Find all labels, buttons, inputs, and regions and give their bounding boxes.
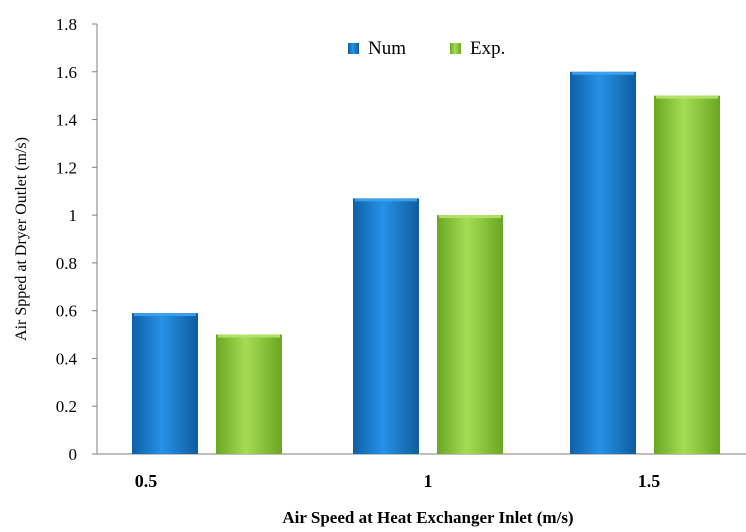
x-tick-label: 0.5 (135, 471, 158, 491)
y-tick-label: 1 (69, 206, 78, 225)
bar-top-highlight (134, 313, 196, 317)
bar-exp-1 (437, 215, 503, 454)
y-tick-label: 1.6 (56, 63, 77, 82)
legend-swatch-exp (450, 43, 461, 54)
x-axis-ticks: 0.5 1 1.5 (135, 471, 661, 491)
bar-exp-1.5 (654, 95, 720, 455)
x-tick-label: 1.5 (638, 471, 661, 491)
y-tick-label: 0.8 (56, 254, 77, 273)
bar-exp-0.5 (216, 334, 282, 454)
plot-area: 0 0.2 0.4 0.6 0.8 1 1.2 1.4 1.6 1.8 0.5 1 1.5 (56, 15, 746, 491)
bar-top-highlight (572, 71, 634, 75)
bar-num-1.5 (570, 71, 636, 455)
legend-swatch-num (348, 43, 359, 54)
bar-num-0.5 (132, 313, 198, 454)
bars (132, 71, 720, 455)
y-tick-label: 1.8 (56, 15, 77, 34)
y-axis-title: Air Spped at Dryer Outlet (m/s) (13, 137, 30, 341)
y-tick-label: 0 (69, 445, 78, 464)
legend-label: Num (368, 38, 406, 59)
bar-top-highlight (656, 95, 718, 99)
y-tick-label: 0.4 (56, 349, 78, 368)
y-tick-label: 1.4 (56, 111, 78, 130)
y-tick-label: 0.6 (56, 302, 77, 321)
y-axis-ticks: 0 0.2 0.4 0.6 0.8 1 1.2 1.4 1.6 1.8 (56, 15, 97, 464)
bar-top-highlight (439, 215, 501, 219)
bar-top-highlight (355, 198, 417, 202)
legend-label: Exp. (470, 38, 505, 59)
legend: Num Exp. (348, 38, 505, 59)
bar-top-highlight (218, 334, 280, 338)
y-tick-label: 0.2 (56, 397, 77, 416)
x-tick-label: 1 (424, 471, 433, 491)
y-tick-label: 1.2 (56, 158, 77, 177)
bar-num-1 (353, 198, 419, 454)
x-axis-title: Air Speed at Heat Exchanger Inlet (m/s) (282, 508, 573, 527)
